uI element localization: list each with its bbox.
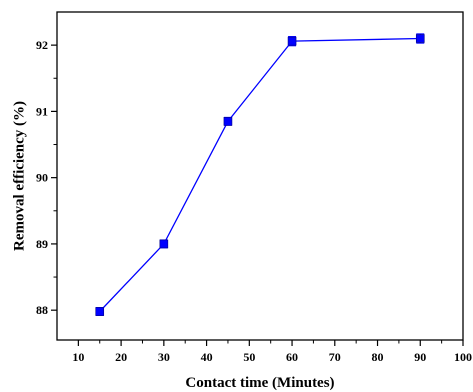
plot-frame (56, 11, 464, 341)
x-tick-label-8: 90 (414, 350, 426, 364)
data-point-3 (287, 36, 297, 46)
y-tick-label-2: 90 (36, 171, 48, 185)
data-point-0 (95, 307, 105, 316)
y-tick-label-1: 89 (36, 237, 48, 251)
y-tick-label-0: 88 (36, 303, 48, 317)
x-tick-label-4: 50 (243, 350, 255, 364)
x-tick-label-1: 20 (115, 350, 127, 364)
x-tick-label-5: 60 (286, 350, 298, 364)
x-tick-label-7: 80 (372, 350, 384, 364)
x-axis: 10 20 30 40 50 60 70 80 90 100 (72, 340, 472, 364)
x-tick-label-2: 30 (158, 350, 170, 364)
plot-border (56, 11, 464, 341)
data-point-1 (159, 239, 169, 249)
x-tick-label-0: 10 (72, 350, 84, 364)
y-tick-label-3: 91 (36, 104, 48, 118)
y-axis: 88 89 90 91 92 (36, 38, 57, 317)
x-tick-label-6: 70 (329, 350, 341, 364)
y-tick-label-4: 92 (36, 38, 48, 52)
data-point-2 (223, 117, 233, 126)
data-point-4 (415, 34, 425, 43)
x-tick-label-9: 100 (454, 350, 472, 364)
series-layer (95, 33, 425, 316)
x-axis-title: Contact time (Minutes) (185, 375, 334, 391)
x-tick-label-3: 40 (201, 350, 213, 364)
y-axis-title: Removal efficiency (%) (11, 101, 27, 251)
series-line-0 (99, 37, 421, 312)
